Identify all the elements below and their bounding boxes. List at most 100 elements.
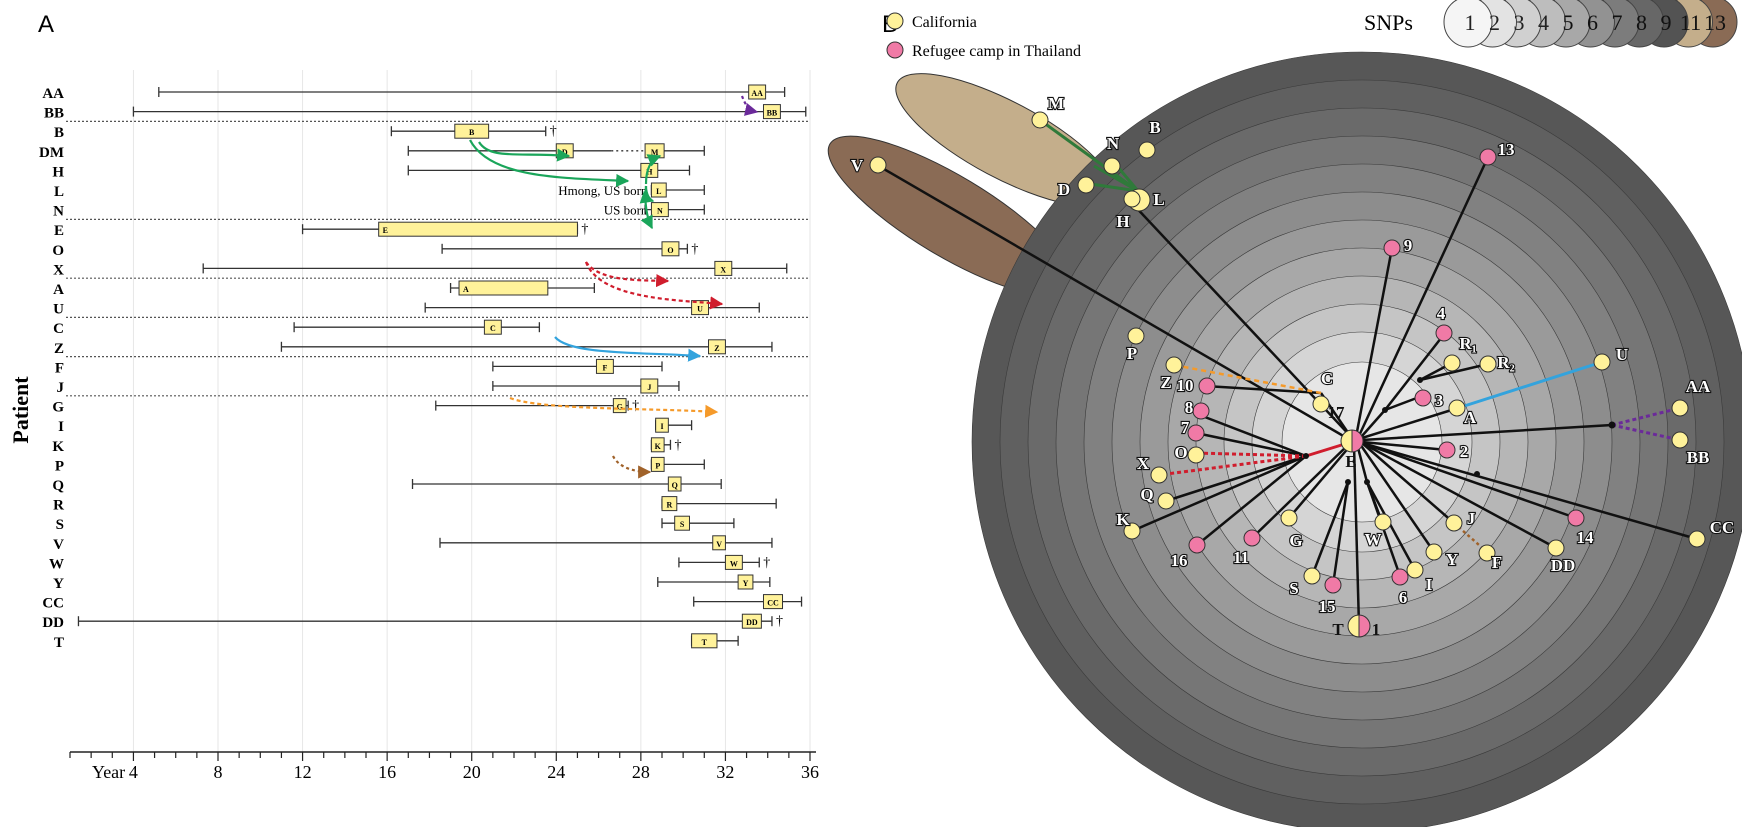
node-label: F xyxy=(1492,553,1502,572)
sample-box xyxy=(640,378,659,394)
edge-q xyxy=(1165,454,1307,503)
sample-box xyxy=(691,633,718,649)
sample-box-label: I xyxy=(660,422,663,431)
snp-scale-label: 7 xyxy=(1612,10,1623,35)
sample-box-label: O xyxy=(667,246,673,255)
patient-label: K xyxy=(52,439,64,455)
arrow-b-to-h xyxy=(469,139,630,188)
patient-label: X xyxy=(53,262,64,278)
node-v xyxy=(869,156,887,174)
row-annotation: Hmong, US born xyxy=(558,183,648,198)
edge-a-u xyxy=(1457,360,1603,410)
edge-8 xyxy=(1196,412,1307,458)
x-tick-label: 4 xyxy=(129,762,138,782)
node-4 xyxy=(1435,324,1453,342)
sample-box-label: E xyxy=(383,226,388,235)
snp-scale-label: 4 xyxy=(1538,10,1549,35)
node-cc xyxy=(1688,530,1706,548)
node-j xyxy=(1445,514,1463,532)
death-dagger: † xyxy=(691,242,698,257)
node-y xyxy=(1425,543,1443,561)
edge-t xyxy=(1352,444,1361,627)
edge-s xyxy=(1310,481,1350,577)
arrow-f-to-j xyxy=(612,455,652,479)
x-tick-label: 28 xyxy=(632,762,650,782)
node-label: 9 xyxy=(1404,236,1413,255)
sample-box-label: AA xyxy=(751,89,763,98)
sample-box-label: R xyxy=(667,501,673,510)
sample-box xyxy=(650,182,667,198)
node-label: G xyxy=(1289,531,1302,550)
edge-11 xyxy=(1251,444,1349,539)
sample-box xyxy=(650,202,669,218)
sample-box xyxy=(655,417,669,433)
sample-box-label: J xyxy=(647,383,651,392)
node-label: 2 xyxy=(1460,442,1469,461)
node-b xyxy=(1138,141,1156,159)
edge-dd xyxy=(1361,441,1557,550)
patient-label: Y xyxy=(53,576,64,592)
node-2 xyxy=(1438,441,1456,459)
node-label: S xyxy=(1289,579,1298,598)
node-m xyxy=(1031,111,1049,129)
edge-14 xyxy=(1361,441,1577,520)
death-dagger: † xyxy=(763,555,770,570)
edge-aa xyxy=(1611,406,1681,427)
patient-label: CC xyxy=(42,596,64,612)
sample-box-label: CC xyxy=(767,599,779,608)
node-n xyxy=(1103,157,1121,175)
sample-box-label: X xyxy=(720,265,726,274)
snp-scale-label: 13 xyxy=(1704,10,1726,35)
node-x xyxy=(1150,466,1168,484)
snp-scale-label: 5 xyxy=(1563,10,1574,35)
snp-scale-label: 6 xyxy=(1587,10,1598,35)
panel-b-network: B xyxy=(827,0,1742,827)
edge-e-9 xyxy=(1354,247,1394,438)
node-bb xyxy=(1671,431,1689,449)
patient-label: P xyxy=(55,458,64,474)
node-f xyxy=(1478,544,1496,562)
node-label: 14 xyxy=(1577,528,1595,547)
snp-scale-label: 8 xyxy=(1636,10,1647,35)
node-p xyxy=(1127,327,1145,345)
snp-scale-legend: SNPs 1 2 3 4 5 6 7 8 9 11 13 xyxy=(1364,0,1738,48)
sample-box-label: C xyxy=(490,324,496,333)
death-dagger: † xyxy=(776,614,783,629)
legend: California Refugee camp in Thailand xyxy=(886,12,1081,60)
sample-box-label: S xyxy=(680,520,685,529)
x-tick-label: 24 xyxy=(547,762,565,782)
edge-2 xyxy=(1361,440,1448,452)
sample-box xyxy=(712,535,726,551)
death-dagger: † xyxy=(674,438,681,453)
node-label: C xyxy=(1321,369,1333,388)
panel-a-letter: A xyxy=(38,11,54,38)
patient-label: E xyxy=(54,223,64,239)
node-label: Z xyxy=(1160,373,1171,392)
patient-label: Z xyxy=(54,341,64,357)
sample-box xyxy=(674,515,690,531)
node-label: O xyxy=(1174,443,1187,462)
patient-label: C xyxy=(53,321,64,337)
patient-label: A xyxy=(53,282,64,298)
patient-label: H xyxy=(52,164,64,180)
sample-box-label: N xyxy=(657,207,663,216)
sample-box-label: P xyxy=(655,461,660,470)
node-d xyxy=(1077,176,1095,194)
sample-box-label: V xyxy=(716,540,722,549)
node-h xyxy=(1123,190,1141,208)
snp-scale-label: 3 xyxy=(1514,10,1525,35)
node-label: 16 xyxy=(1171,551,1188,570)
sample-box xyxy=(661,241,680,257)
node-half-california xyxy=(1340,429,1353,453)
death-dagger: † xyxy=(581,222,588,237)
x-axis-start-label: Year xyxy=(92,762,125,782)
sample-box-label: DD xyxy=(746,618,758,627)
node-label: T xyxy=(1332,620,1344,639)
node-label: L xyxy=(1153,190,1164,209)
sample-box xyxy=(741,613,762,629)
node-label: 11 xyxy=(1233,548,1249,567)
snp-scale-label: 1 xyxy=(1465,10,1476,35)
edge-e-v xyxy=(876,163,1353,443)
